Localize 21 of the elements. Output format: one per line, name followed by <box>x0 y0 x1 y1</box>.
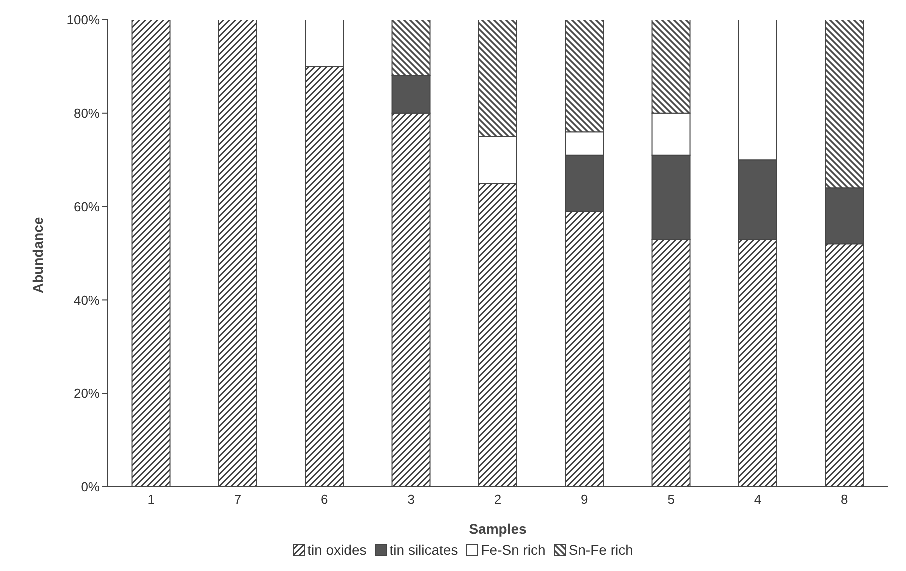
x-tick-label: 7 <box>234 492 242 508</box>
y-tick-label: 80% <box>74 106 100 122</box>
y-tick-label: 40% <box>74 292 100 308</box>
x-tick-label: 9 <box>581 492 588 508</box>
legend-label: Fe-Sn rich <box>481 542 546 558</box>
legend-label: tin oxides <box>308 542 367 558</box>
x-tick-label: 1 <box>148 492 155 508</box>
y-axis-title: Abundance <box>30 217 46 294</box>
legend-label: Sn-Fe rich <box>568 542 634 558</box>
x-tick-label: 2 <box>494 492 502 508</box>
x-tick-label: 5 <box>668 492 675 508</box>
y-tick-label: 0% <box>81 480 100 495</box>
y-tick-label: 60% <box>74 199 100 214</box>
x-axis-title: Samples <box>469 521 528 537</box>
x-tick-label: 4 <box>754 492 762 508</box>
x-tick-label: 3 <box>408 492 415 508</box>
x-tick-label: 8 <box>841 492 848 508</box>
y-tick-label: 100% <box>66 12 100 28</box>
legend-label: tin silicates <box>390 542 458 558</box>
x-tick-label: 6 <box>321 492 328 508</box>
y-tick-label: 20% <box>74 386 100 402</box>
